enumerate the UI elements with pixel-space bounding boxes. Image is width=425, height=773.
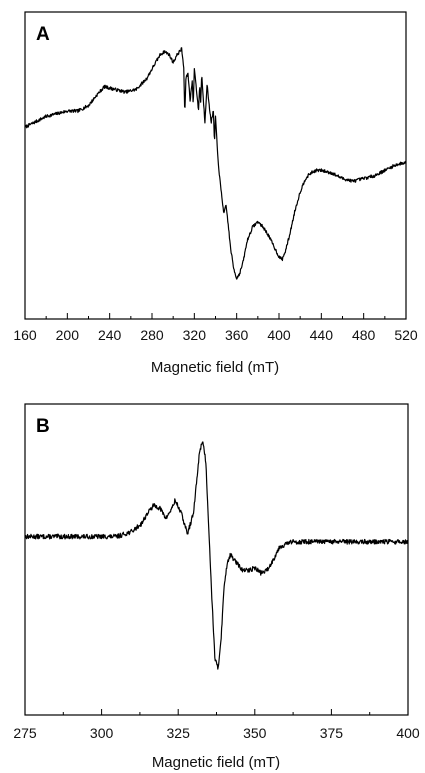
x-tick-label-b-400: 400 (396, 725, 420, 741)
chart-panel-a: A 160 200 240 280 320 360 400 440 480 520 Magneti… (13, 11, 418, 376)
x-tick-label-a-440: 440 (310, 327, 334, 343)
x-ticks-a: 160 200 240 280 320 360 400 440 480 520 (13, 313, 418, 343)
panel-label-a: A (36, 24, 50, 45)
spectrum-line-b (24, 441, 409, 670)
x-tick-label-b-300: 300 (90, 725, 114, 741)
plot-frame-b (24, 403, 409, 716)
x-tick-label-a-320: 320 (183, 327, 207, 343)
x-tick-label-b-350: 350 (243, 725, 267, 741)
x-tick-label-b-275: 275 (13, 725, 37, 741)
x-tick-label-a-400: 400 (267, 327, 291, 343)
x-tick-label-a-360: 360 (225, 327, 249, 343)
x-tick-label-b-375: 375 (320, 725, 344, 741)
plot-frame-a (24, 11, 407, 320)
x-axis-label-a: Magnetic field (mT) (151, 359, 279, 376)
x-ticks-b: 275 300 325 350 375 400 (13, 709, 420, 741)
chart-panel-b: B 275 300 325 350 375 400 Magnetic field (mT) (13, 403, 420, 771)
x-tick-label-b-325: 325 (167, 725, 191, 741)
panel-label-b: B (36, 416, 50, 437)
x-tick-label-a-240: 240 (98, 327, 122, 343)
x-tick-label-a-200: 200 (56, 327, 80, 343)
x-tick-label-a-480: 480 (352, 327, 376, 343)
spectrum-line-a (24, 47, 407, 280)
x-axis-label-b: Magnetic field (mT) (152, 754, 280, 771)
x-tick-label-a-280: 280 (140, 327, 164, 343)
x-tick-label-a-160: 160 (13, 327, 37, 343)
x-tick-label-a-520: 520 (394, 327, 418, 343)
